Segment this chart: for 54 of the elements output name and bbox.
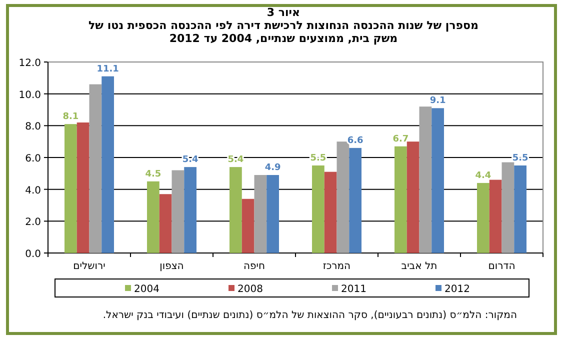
y-tick-label: 0.0 [25,249,41,260]
data-label: 5.4 [228,155,244,166]
x-tick-label: תל אביב [401,261,438,272]
bar [254,175,267,253]
bar [89,84,102,253]
data-label: 6.7 [392,134,409,144]
bar [432,108,444,253]
y-tick-label: 10.0 [18,90,41,101]
y-tick-label: 6.0 [25,154,41,164]
y-tick-label: 8.0 [25,122,41,133]
bar [394,146,407,253]
bar [502,162,514,253]
y-tick-label: 2.0 [25,217,41,228]
text: המקור: הלמ״ס (נתונים רבעוניים), סקר ההוצאות של הלמ״ס (נתונים שנתיים) ועיבודי בנק ישראל. [102,310,517,321]
bar [147,181,160,253]
bar [184,167,196,253]
bar [477,182,490,253]
x-tick-label: הצפון [160,261,184,272]
legend-label: 2011 [341,284,366,295]
x-tick-label: חיפה [243,261,266,272]
data-label: 4.9 [264,163,281,174]
y-tick-label: 12.0 [18,58,41,69]
bar [76,122,90,253]
data-label: 8.1 [62,112,79,122]
data-label: 11.1 [96,64,119,74]
bar [419,106,432,253]
bar [266,175,279,253]
bar [312,165,324,253]
bar [489,180,502,253]
data-label: 5.4 [182,155,198,166]
chart-subtitle: מספרן של שנות ההכנסה הנחוצות לרכישת דירה לפי ההכנסה הכספית נטו של משק בית, ממוצעים שנתיים, 2004 עד 2012 [88,19,480,45]
x-tick-label: ירושלים [73,261,106,272]
bar [324,172,337,253]
legend-label: 2008 [238,284,263,295]
x-tick-label: המרכז [322,261,351,272]
data-label: 9.1 [430,96,446,106]
data-label: 4.4 [475,170,492,181]
bar [349,148,362,253]
y-tick-label: 4.0 [25,185,41,196]
bar [406,142,420,253]
bar [172,170,184,253]
bar [102,76,114,253]
bar [514,165,526,253]
legend-label: 2012 [444,284,470,295]
bar [230,167,242,253]
chart-title: איור 3 [266,6,302,19]
bar [242,198,254,253]
bar [159,194,172,253]
bar [64,124,77,253]
bar [336,142,350,253]
data-label: 6.6 [347,136,364,146]
legend-label: 2004 [134,284,160,295]
x-tick-label: הדרום [488,261,516,272]
data-label: 4.5 [145,169,162,180]
